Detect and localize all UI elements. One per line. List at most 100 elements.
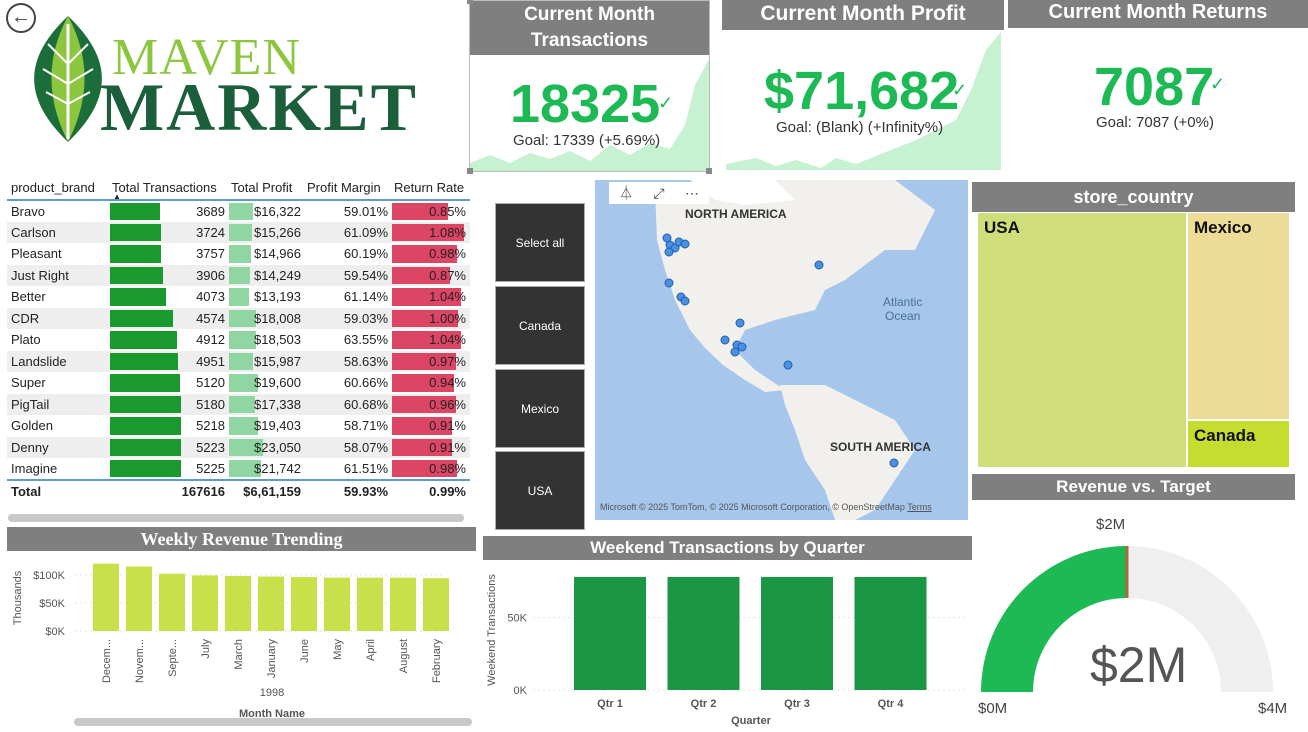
cell-value: $13,193 bbox=[254, 289, 301, 305]
return-rate-cell: 0.91% bbox=[392, 436, 470, 458]
bar[interactable] bbox=[854, 576, 927, 690]
logo-text-maven: MAVEN bbox=[112, 29, 301, 86]
cell-value: 61.09% bbox=[343, 224, 388, 240]
kpi-returns-card[interactable]: Current Month Returns 7087 ✓ Goal: 7087 … bbox=[1008, 0, 1308, 172]
bar[interactable] bbox=[423, 578, 449, 631]
store-map[interactable]: NORTH AMERICA SOUTH AMERICA Atlantic Oce… bbox=[595, 180, 968, 520]
bar[interactable] bbox=[390, 577, 416, 631]
data-bar bbox=[229, 417, 258, 435]
cell-value: 0.98% bbox=[429, 246, 466, 262]
filter-icon[interactable]: ⏃ bbox=[619, 185, 634, 201]
slicer-usa[interactable]: USA bbox=[495, 451, 585, 530]
cell-value: 0.94% bbox=[429, 375, 466, 391]
bar[interactable] bbox=[291, 577, 317, 631]
slicer-select-all[interactable]: Select all bbox=[495, 203, 585, 282]
weekly-chart-scrollbar[interactable] bbox=[74, 718, 472, 726]
margin-cell: 61.14% bbox=[305, 286, 392, 308]
bar[interactable] bbox=[574, 576, 646, 690]
table-row[interactable]: Plato 4912 $18,503 63.55% 1.04% bbox=[7, 329, 470, 351]
slicer-canada[interactable]: Canada bbox=[495, 286, 585, 365]
column-header[interactable]: Total Profit bbox=[229, 176, 305, 201]
more-options-icon[interactable]: ⋯ bbox=[684, 184, 699, 201]
table-row[interactable]: Pleasant 3757 $14,966 60.19% 0.98% bbox=[7, 243, 470, 265]
table-scrollbar[interactable] bbox=[8, 514, 464, 522]
slicer-mexico[interactable]: Mexico bbox=[495, 369, 585, 448]
focus-mode-icon[interactable]: ⤢ bbox=[653, 184, 665, 201]
bar[interactable] bbox=[324, 577, 350, 631]
table-row[interactable]: Bravo 3689 $16,322 59.01% 0.85% bbox=[7, 200, 470, 222]
treemap-cell-mexico[interactable]: Mexico bbox=[1187, 212, 1290, 420]
map-terms-link[interactable]: Terms bbox=[907, 502, 932, 512]
cell-value: Just Right bbox=[11, 267, 69, 283]
visual-header: ⏃ ⤢ ⋯ bbox=[609, 182, 709, 204]
bar[interactable] bbox=[357, 577, 383, 631]
cell-value: 0.87% bbox=[429, 267, 466, 283]
y-tick-label: 0K bbox=[514, 685, 528, 697]
data-bar bbox=[229, 438, 264, 456]
cell-value: $16,322 bbox=[254, 203, 301, 219]
table-row[interactable]: Super 5120 $19,600 60.66% 0.94% bbox=[7, 372, 470, 394]
table-row[interactable]: Just Right 3906 $14,249 59.54% 0.87% bbox=[7, 264, 470, 286]
kpi-profit-goal: Goal: (Blank) (+Infinity%) bbox=[776, 119, 944, 136]
x-tick-label: February bbox=[431, 639, 443, 684]
resize-handle[interactable] bbox=[467, 0, 473, 4]
table-row[interactable]: Landslide 4951 $15,987 58.63% 0.97% bbox=[7, 350, 470, 372]
bar[interactable] bbox=[667, 576, 740, 690]
data-bar bbox=[110, 331, 178, 349]
total-cell: $6,61,159 bbox=[229, 478, 305, 502]
weekend-transactions-chart[interactable]: 50K 0K Weekend Transactions Qtr 1 Qtr 2 Qtr 3… bbox=[483, 562, 972, 730]
x-axis-label: Quarter bbox=[731, 715, 771, 727]
bar[interactable] bbox=[225, 575, 251, 631]
resize-handle[interactable] bbox=[467, 168, 473, 174]
return-rate-cell: 0.96% bbox=[392, 393, 470, 415]
table-row[interactable]: Denny 5223 $23,050 58.07% 0.91% bbox=[7, 436, 470, 458]
table-row[interactable]: Carlson 3724 $15,266 61.09% 1.08% bbox=[7, 221, 470, 243]
bar[interactable] bbox=[258, 576, 284, 631]
data-bar bbox=[229, 266, 251, 284]
logo bbox=[18, 10, 458, 150]
column-header[interactable]: Return Rate bbox=[392, 176, 470, 201]
kpi-transactions-card[interactable]: Current Month Transactions 18325 ✓ Goal:… bbox=[467, 0, 712, 174]
transactions-cell: 5180 bbox=[110, 393, 229, 415]
column-header[interactable]: product_brand bbox=[7, 176, 110, 201]
gauge-min-label: $0M bbox=[978, 700, 1008, 717]
transactions-cell: 5223 bbox=[110, 436, 229, 458]
return-rate-cell: 1.04% bbox=[392, 329, 470, 351]
cell-value: 3906 bbox=[196, 267, 225, 283]
margin-cell: 63.55% bbox=[305, 329, 392, 351]
data-bar bbox=[110, 288, 166, 306]
bar[interactable] bbox=[93, 563, 119, 631]
table-row[interactable]: Better 4073 $13,193 61.14% 1.04% bbox=[7, 286, 470, 308]
treemap-cell-usa[interactable]: USA bbox=[977, 212, 1187, 468]
cell-value: 3757 bbox=[196, 246, 225, 262]
sort-arrow-icon[interactable]: ▲ bbox=[113, 192, 121, 201]
column-header[interactable]: Total Transactions bbox=[110, 176, 229, 201]
total-cell: Total bbox=[7, 478, 110, 502]
transactions-cell: 3724 bbox=[110, 221, 229, 243]
table-row[interactable]: Imagine 5225 $21,742 61.51% 0.98% bbox=[7, 458, 470, 480]
kpi-profit-card[interactable]: Current Month Profit $71,682 ✓ Goal: (Bl… bbox=[722, 0, 1004, 172]
data-bar bbox=[392, 352, 457, 370]
cell-value: 3689 bbox=[196, 203, 225, 219]
bar[interactable] bbox=[159, 573, 185, 631]
revenue-gauge[interactable] bbox=[972, 500, 1308, 732]
resize-handle[interactable] bbox=[706, 168, 712, 174]
table-row[interactable]: CDR 4574 $18,008 59.03% 1.00% bbox=[7, 307, 470, 329]
x-group-label: 1998 bbox=[260, 687, 284, 699]
table-row[interactable]: PigTail 5180 $17,338 60.68% 0.96% bbox=[7, 393, 470, 415]
table-row[interactable]: Golden 5218 $19,403 58.71% 0.91% bbox=[7, 415, 470, 437]
kpi-returns-value: 7087 bbox=[1094, 57, 1215, 117]
treemap-title: store_country bbox=[972, 182, 1295, 212]
treemap-label: USA bbox=[984, 218, 1020, 237]
treemap-cell-canada[interactable]: Canada bbox=[1187, 420, 1290, 468]
y-tick-label: $50K bbox=[39, 598, 65, 610]
back-button[interactable]: ← bbox=[6, 3, 36, 33]
weekly-revenue-chart[interactable]: $100K $50K $0K Thousands Decem... Novem... Sep… bbox=[7, 552, 476, 724]
map-canvas[interactable] bbox=[595, 180, 968, 520]
bar[interactable] bbox=[761, 576, 833, 690]
bar[interactable] bbox=[192, 575, 218, 631]
cell-value: $19,600 bbox=[254, 375, 301, 391]
bar[interactable] bbox=[126, 566, 152, 631]
cell-value: $15,987 bbox=[254, 353, 301, 369]
column-header[interactable]: Profit Margin bbox=[305, 176, 392, 201]
